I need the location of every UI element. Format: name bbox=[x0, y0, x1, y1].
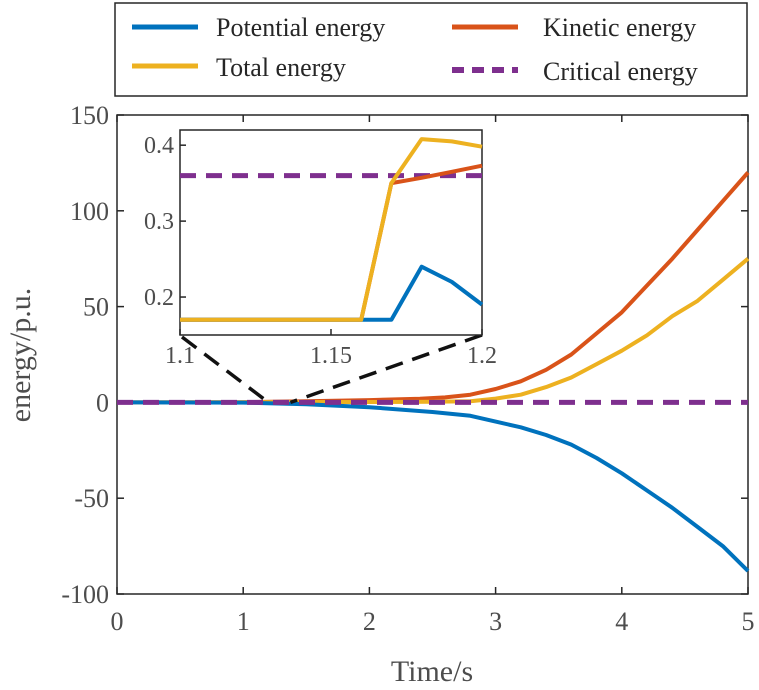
series-line-potential-energy bbox=[116, 400, 750, 573]
legend-box bbox=[114, 2, 748, 97]
y-tick-label: -100 bbox=[61, 580, 109, 609]
zoom-indicator bbox=[180, 333, 483, 405]
inset-series bbox=[180, 137, 484, 322]
inset-y-tick-label: 0.2 bbox=[144, 285, 174, 311]
y-tick-label: 50 bbox=[83, 293, 109, 322]
inset-axes: 1.1 1.15 1.2 0.2 0.3 0.4 bbox=[144, 129, 497, 369]
inset-series-line-total-energy bbox=[180, 137, 483, 322]
x-axis-label: Time/s bbox=[391, 655, 473, 688]
inset-x-tick-label: 1.2 bbox=[467, 343, 497, 369]
inset-y-tick-label: 0.4 bbox=[144, 133, 174, 159]
legend: Potential energy Kinetic energy Total en… bbox=[114, 2, 748, 97]
x-tick-label: 0 bbox=[111, 607, 124, 636]
x-tick-label: 2 bbox=[363, 607, 376, 636]
plot-frame bbox=[116, 114, 749, 595]
legend-label-potential: Potential energy bbox=[216, 13, 385, 42]
main-ticks: 0 1 2 3 4 5 -100 -50 0 50 100 150 bbox=[61, 101, 754, 636]
x-tick-label: 3 bbox=[489, 607, 502, 636]
y-tick-label: 150 bbox=[70, 101, 109, 130]
legend-label-critical: Critical energy bbox=[543, 57, 698, 86]
zoom-line-left bbox=[180, 335, 270, 404]
y-axis-label: energy/p.u. bbox=[4, 288, 37, 422]
x-tick-label: 5 bbox=[742, 607, 755, 636]
x-tick-label: 4 bbox=[615, 607, 628, 636]
inset-x-tick-label: 1.15 bbox=[310, 343, 352, 369]
inset-ticks: 1.1 1.15 1.2 0.2 0.3 0.4 bbox=[144, 133, 497, 369]
zoom-line-right bbox=[289, 333, 483, 405]
y-tick-label: 0 bbox=[96, 388, 109, 417]
y-tick-label: -50 bbox=[74, 484, 109, 513]
inset-x-tick-label: 1.1 bbox=[165, 343, 195, 369]
inset-y-tick-label: 0.3 bbox=[144, 209, 174, 235]
main-series bbox=[116, 171, 750, 573]
main-axes: 0 1 2 3 4 5 -100 -50 0 50 100 150 bbox=[61, 101, 754, 636]
x-tick-label: 1 bbox=[237, 607, 250, 636]
legend-label-kinetic: Kinetic energy bbox=[543, 13, 696, 42]
y-tick-label: 100 bbox=[70, 197, 109, 226]
inset-frame bbox=[179, 129, 483, 336]
legend-label-total: Total energy bbox=[216, 53, 346, 82]
series-line-total-energy bbox=[116, 257, 750, 405]
